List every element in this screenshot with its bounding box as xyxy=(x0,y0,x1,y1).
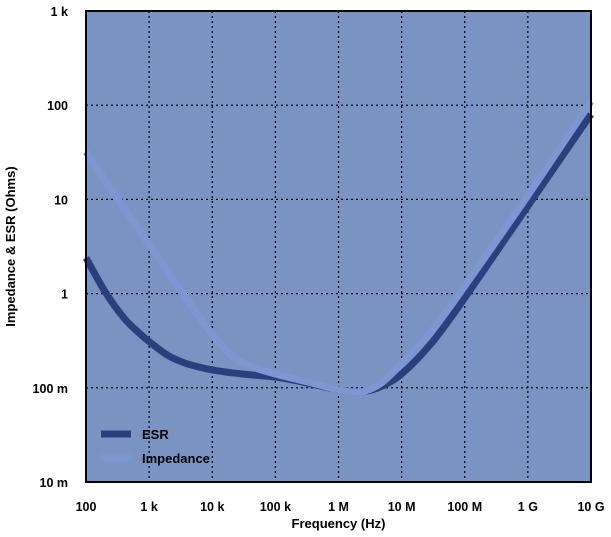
y-tick-label: 100 xyxy=(47,99,68,113)
legend: ESR Impedance xyxy=(101,427,210,466)
x-tick-label: 10 k xyxy=(200,500,224,514)
y-tick-label: 100 m xyxy=(33,382,68,396)
y-tick-label: 10 xyxy=(54,193,68,207)
x-tick-label: 1 k xyxy=(140,500,157,514)
y-tick-label: 10 m xyxy=(40,476,69,490)
x-tick-label: 1 G xyxy=(518,500,538,514)
series-line-impedance xyxy=(83,99,594,396)
x-axis-label: Frequency (Hz) xyxy=(292,516,386,531)
x-tick-labels: 100 1 k 10 k 100 k 1 M 10 M 100 M 1 G 10 G xyxy=(76,500,605,514)
y-tick-label: 1 xyxy=(61,288,68,302)
x-tick-label: 100 k xyxy=(260,500,291,514)
x-tick-label: 100 xyxy=(76,500,97,514)
legend-label-esr: ESR xyxy=(142,427,169,442)
x-tick-label: 10 G xyxy=(577,500,604,514)
y-tick-labels: 10 m 100 m 1 10 100 1 k xyxy=(33,5,69,490)
x-tick-label: 10 M xyxy=(388,500,416,514)
y-tick-label: 1 k xyxy=(51,5,68,19)
x-tick-label: 100 M xyxy=(447,500,482,514)
legend-label-impedance: Impedance xyxy=(142,451,210,466)
plot-frame xyxy=(85,10,592,483)
y-axis-label: Impedance & ESR (Ohms) xyxy=(3,166,18,326)
series-group xyxy=(82,99,594,396)
x-tick-label: 1 M xyxy=(328,500,349,514)
